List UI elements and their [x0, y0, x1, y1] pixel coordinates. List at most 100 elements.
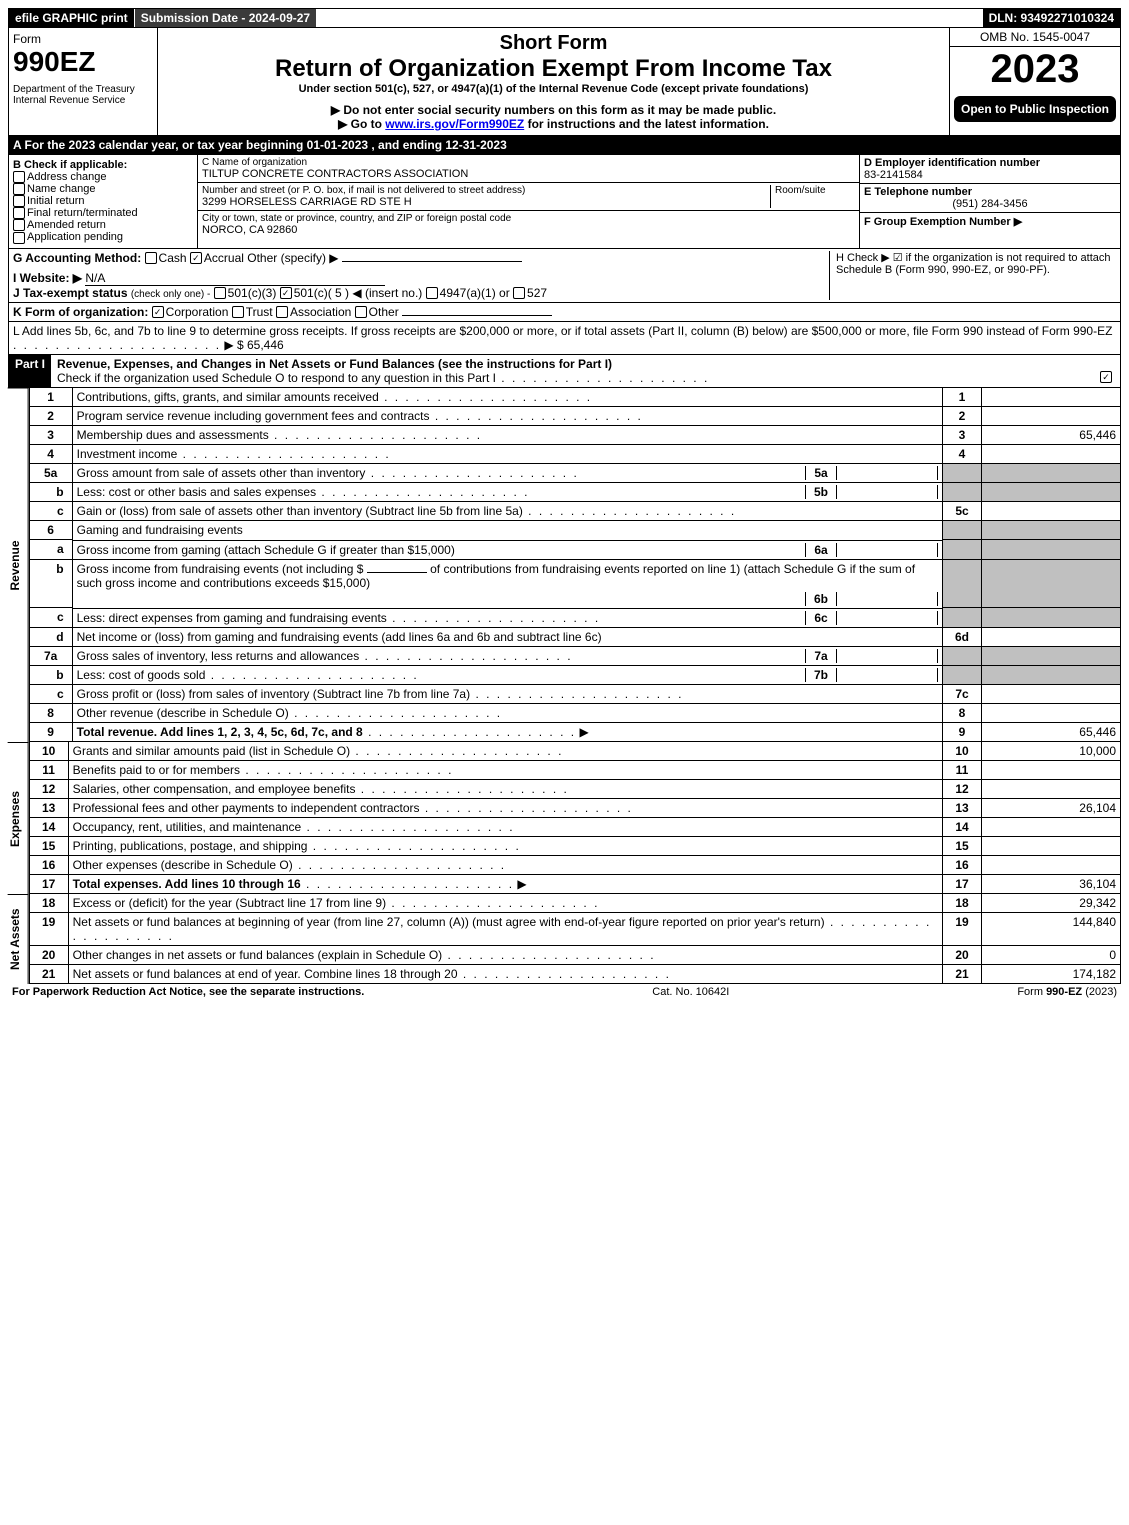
website-value: N/A	[85, 271, 385, 286]
part-1-label: Part I	[9, 355, 51, 387]
tax-year: 2023	[950, 47, 1120, 92]
ssn-note: ▶ Do not enter social security numbers o…	[162, 103, 945, 117]
part-1-title: Revenue, Expenses, and Changes in Net As…	[57, 357, 612, 371]
city-label: City or town, state or province, country…	[202, 213, 855, 224]
table-row: 6Gaming and fundraising events	[29, 521, 1120, 540]
table-row: 12Salaries, other compensation, and empl…	[29, 780, 1120, 799]
submission-date-button[interactable]: Submission Date - 2024-09-27	[134, 9, 316, 27]
table-row: 7aGross sales of inventory, less returns…	[29, 646, 1120, 665]
org-name: TILTUP CONCRETE CONTRACTORS ASSOCIATION	[202, 168, 855, 180]
dln-label: DLN: 93492271010324	[983, 9, 1120, 27]
form-header: Form 990EZ Department of the Treasury In…	[8, 28, 1121, 136]
table-row: aGross income from gaming (attach Schedu…	[29, 540, 1120, 560]
omb-number: OMB No. 1545-0047	[950, 28, 1120, 47]
phone-value: (951) 284-3456	[864, 198, 1116, 210]
top-bar: efile GRAPHIC print Submission Date - 20…	[8, 8, 1121, 28]
table-row: bLess: cost of goods sold7b	[29, 665, 1120, 685]
line-h: H Check ▶ ☑ if the organization is not r…	[829, 251, 1116, 300]
table-row: cLess: direct expenses from gaming and f…	[29, 608, 1120, 628]
main-title: Return of Organization Exempt From Incom…	[162, 55, 945, 83]
phone-label: E Telephone number	[864, 186, 1116, 198]
footer-right: Form 990-EZ (2023)	[1017, 986, 1117, 998]
ein-label: D Employer identification number	[864, 157, 1116, 169]
footer-left: For Paperwork Reduction Act Notice, see …	[12, 986, 364, 998]
table-row: 2Program service revenue including gover…	[29, 406, 1120, 425]
table-row: 17Total expenses. Add lines 10 through 1…	[29, 875, 1120, 894]
line-i-label: I Website: ▶	[13, 271, 82, 285]
table-row: 11Benefits paid to or for members11	[29, 761, 1120, 780]
line-l: L Add lines 5b, 6c, and 7b to line 9 to …	[8, 322, 1121, 355]
table-row: bGross income from fundraising events (n…	[29, 559, 1120, 608]
checkbox-address-change[interactable]	[13, 171, 25, 183]
table-row: bLess: cost or other basis and sales exp…	[29, 482, 1120, 502]
box-def: D Employer identification number 83-2141…	[859, 155, 1120, 248]
table-row: 1Contributions, gifts, grants, and simil…	[29, 388, 1120, 407]
org-info-grid: B Check if applicable: Address change Na…	[8, 155, 1121, 249]
table-row: dNet income or (loss) from gaming and fu…	[29, 627, 1120, 646]
table-row: 3Membership dues and assessments365,446	[29, 425, 1120, 444]
checkbox-501c3[interactable]	[214, 287, 226, 299]
checkbox-other[interactable]	[355, 306, 367, 318]
table-row: 4Investment income4	[29, 444, 1120, 463]
checkbox-name-change[interactable]	[13, 183, 25, 195]
gross-receipts-value: 65,446	[247, 338, 284, 352]
ein-value: 83-2141584	[864, 169, 1116, 181]
expenses-section-label: Expenses	[8, 742, 29, 894]
group-exemption-label: F Group Exemption Number ▶	[864, 215, 1116, 228]
table-row: 16Other expenses (describe in Schedule O…	[29, 856, 1120, 875]
table-row: 13Professional fees and other payments t…	[29, 799, 1120, 818]
table-row: 5aGross amount from sale of assets other…	[29, 463, 1120, 482]
table-row: 8Other revenue (describe in Schedule O)8	[29, 704, 1120, 723]
checkbox-final-return[interactable]	[13, 207, 25, 219]
efile-print-button[interactable]: efile GRAPHIC print	[9, 9, 134, 27]
goto-note: ▶ Go to www.irs.gov/Form990EZ for instru…	[162, 117, 945, 131]
netassets-table: 18Excess or (deficit) for the year (Subt…	[29, 894, 1121, 984]
table-row: 15Printing, publications, postage, and s…	[29, 837, 1120, 856]
open-public-badge: Open to Public Inspection	[954, 96, 1116, 122]
line-g-label: G Accounting Method:	[13, 251, 141, 265]
form-number: 990EZ	[13, 46, 153, 78]
netassets-section-label: Net Assets	[8, 894, 29, 984]
checkbox-527[interactable]	[513, 287, 525, 299]
checkbox-amended-return[interactable]	[13, 219, 25, 231]
revenue-table: 1Contributions, gifts, grants, and simil…	[29, 388, 1121, 743]
checkbox-trust[interactable]	[232, 306, 244, 318]
table-row: 10Grants and similar amounts paid (list …	[29, 742, 1120, 761]
page-footer: For Paperwork Reduction Act Notice, see …	[8, 984, 1121, 1000]
subtitle: Under section 501(c), 527, or 4947(a)(1)…	[162, 83, 945, 95]
checkbox-corporation[interactable]	[152, 306, 164, 318]
dept-label: Department of the Treasury Internal Reve…	[13, 84, 153, 106]
part-1-header: Part I Revenue, Expenses, and Changes in…	[8, 355, 1121, 388]
checkbox-501c[interactable]	[280, 287, 292, 299]
table-row: cGain or (loss) from sale of assets othe…	[29, 502, 1120, 521]
revenue-section-label: Revenue	[8, 388, 29, 743]
box-b-title: B Check if applicable:	[13, 159, 193, 171]
room-label: Room/suite	[775, 185, 855, 196]
line-j-label: J Tax-exempt status	[13, 286, 128, 300]
line-gh: G Accounting Method: Cash Accrual Other …	[8, 249, 1121, 303]
checkbox-schedule-o[interactable]	[1100, 371, 1112, 383]
street-value: 3299 HORSELESS CARRIAGE RD STE H	[202, 196, 770, 208]
short-form-title: Short Form	[162, 32, 945, 55]
checkbox-application-pending[interactable]	[13, 232, 25, 244]
table-row: 18Excess or (deficit) for the year (Subt…	[29, 894, 1120, 913]
checkbox-4947[interactable]	[426, 287, 438, 299]
line-k: K Form of organization: Corporation Trus…	[8, 303, 1121, 322]
form-word: Form	[13, 32, 153, 46]
table-row: 20Other changes in net assets or fund ba…	[29, 946, 1120, 965]
street-label: Number and street (or P. O. box, if mail…	[202, 185, 770, 196]
box-b: B Check if applicable: Address change Na…	[9, 155, 198, 248]
table-row: 9Total revenue. Add lines 1, 2, 3, 4, 5c…	[29, 723, 1120, 742]
checkbox-association[interactable]	[276, 306, 288, 318]
checkbox-accrual[interactable]	[190, 252, 202, 264]
checkbox-initial-return[interactable]	[13, 195, 25, 207]
table-row: 19Net assets or fund balances at beginni…	[29, 913, 1120, 946]
table-row: cGross profit or (loss) from sales of in…	[29, 685, 1120, 704]
box-c: C Name of organization TILTUP CONCRETE C…	[198, 155, 859, 248]
checkbox-cash[interactable]	[145, 252, 157, 264]
footer-catno: Cat. No. 10642I	[652, 986, 729, 998]
irs-link[interactable]: www.irs.gov/Form990EZ	[385, 117, 524, 131]
city-value: NORCO, CA 92860	[202, 224, 855, 236]
expenses-table: 10Grants and similar amounts paid (list …	[29, 742, 1121, 894]
table-row: 21Net assets or fund balances at end of …	[29, 965, 1120, 984]
